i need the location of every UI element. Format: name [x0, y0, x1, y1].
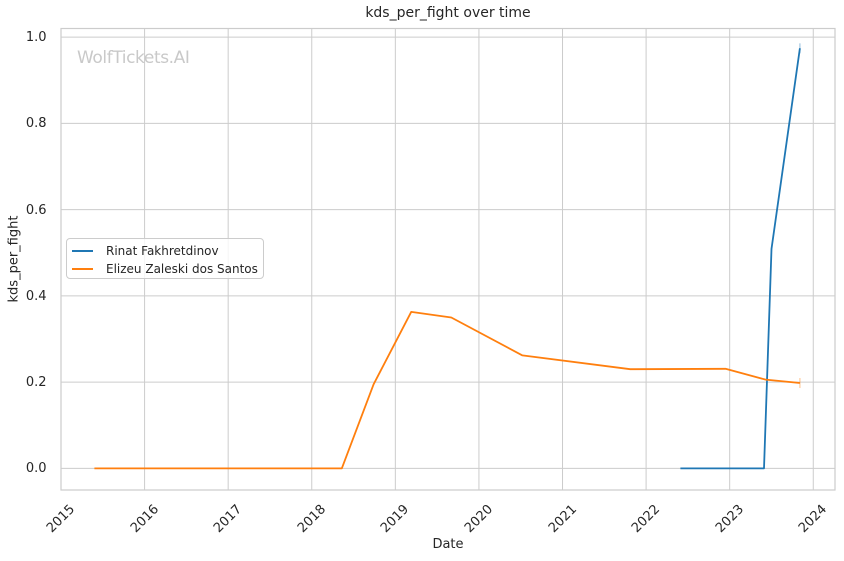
legend-label: Rinat Fakhretdinov [106, 244, 219, 258]
watermark-text: WolfTickets.AI [77, 48, 190, 68]
y-tick-label: 0.2 [25, 375, 47, 391]
series-line-0 [680, 48, 801, 470]
legend-item-0: Rinat Fakhretdinov [72, 242, 263, 260]
legend-line-swatch [72, 268, 93, 270]
y-tick-label: 0.4 [25, 288, 47, 304]
legend-line-swatch [72, 250, 93, 252]
chart-title: kds_per_fight over time [365, 5, 531, 21]
y-tick-label: 0.6 [25, 202, 47, 218]
legend-label: Elizeu Zaleski dos Santos [106, 262, 258, 276]
y-tick-label: 1.0 [25, 30, 47, 46]
y-tick-label: 0.0 [25, 461, 47, 477]
series-line-1 [94, 310, 800, 470]
legend-item-1: Elizeu Zaleski dos Santos [72, 260, 263, 278]
axes-spines [60, 27, 836, 491]
x-axis-label: Date [432, 537, 464, 552]
legend: Rinat Fakhretdinov Elizeu Zaleski dos San… [66, 238, 264, 279]
y-tick-label: 0.8 [25, 116, 47, 132]
